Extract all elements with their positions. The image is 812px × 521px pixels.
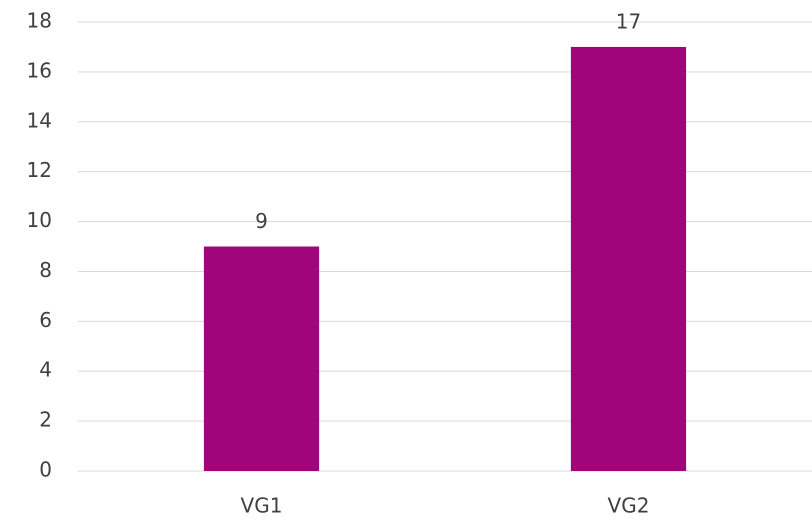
y-tick-label: 16 [27, 58, 52, 82]
y-tick-label: 0 [39, 458, 52, 482]
x-tick-label: VG1 [241, 494, 283, 518]
y-tick-label: 8 [39, 258, 52, 282]
data-label: 9 [255, 209, 268, 233]
bar [570, 46, 687, 471]
y-tick-label: 10 [27, 208, 52, 232]
bar [203, 246, 320, 471]
y-tick-label: 14 [27, 108, 52, 132]
y-tick-label: 6 [39, 308, 52, 332]
y-tick-label: 2 [39, 408, 52, 432]
y-tick-label: 4 [39, 358, 52, 382]
y-tick-label: 18 [27, 9, 52, 33]
y-tick-label: 12 [27, 158, 52, 182]
x-tick-label: VG2 [608, 494, 650, 518]
data-label: 17 [616, 9, 641, 33]
